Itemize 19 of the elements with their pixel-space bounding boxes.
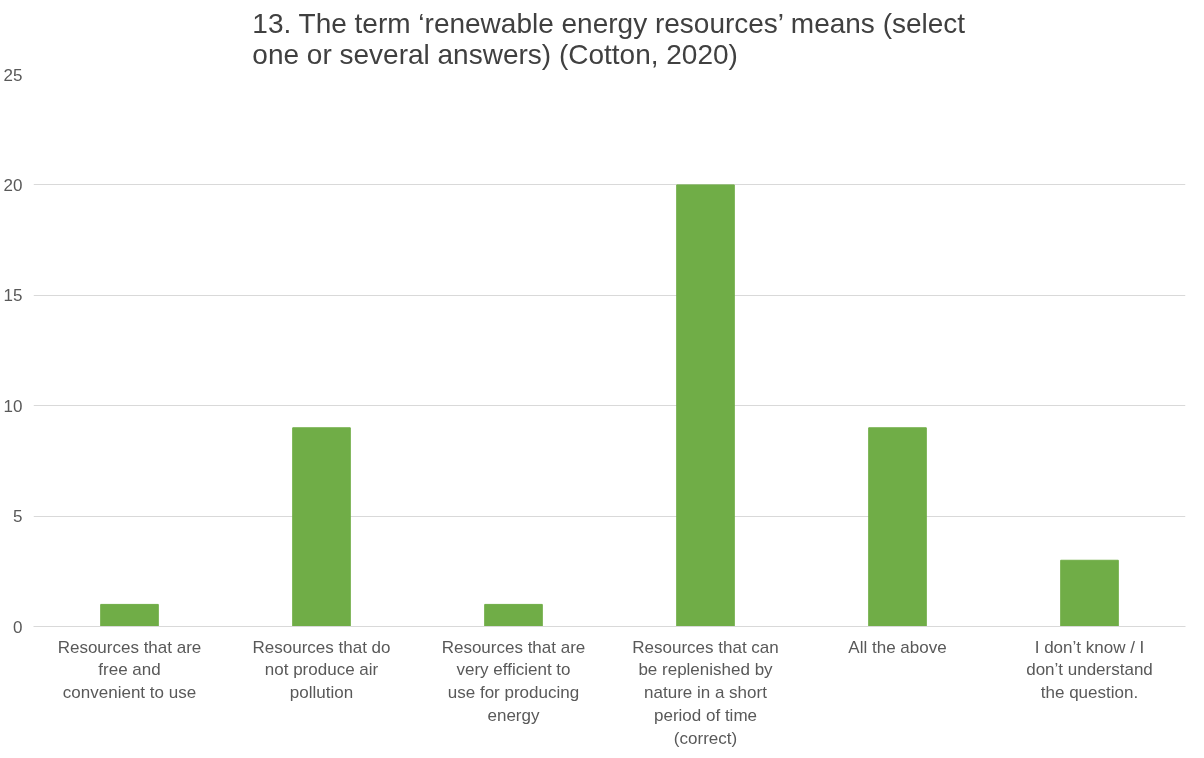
bar xyxy=(484,603,543,627)
x-tick-label: Resources that can be replenished by nature in a short period of time (correct) xyxy=(632,637,779,748)
x-tick-label: Resources that do not produce air pollution xyxy=(252,637,391,703)
x-tick-label: I don’t know / I don’t understand the question. xyxy=(1026,637,1153,703)
bar xyxy=(1060,559,1119,627)
x-tick-label: Resources that are very efficient to use for producing energy xyxy=(441,637,586,725)
x-tick-label: All the above xyxy=(848,637,947,657)
x-tick-label: Resources that are free and convenient to use xyxy=(57,637,202,703)
y-tick-label: 10 xyxy=(3,396,23,416)
chart-title: 13. The term ‘renewable energy resources’ means (select one or several answers) (Cotton, 2020) xyxy=(252,7,966,70)
y-tick-label: 25 xyxy=(3,65,23,85)
bar xyxy=(100,603,159,627)
bar xyxy=(292,427,351,627)
y-tick-label: 15 xyxy=(3,286,23,306)
y-tick-label: 20 xyxy=(3,175,23,195)
bar xyxy=(676,184,735,627)
y-tick-label: 5 xyxy=(13,507,23,527)
y-tick-label: 0 xyxy=(13,617,23,637)
bar xyxy=(868,427,927,627)
